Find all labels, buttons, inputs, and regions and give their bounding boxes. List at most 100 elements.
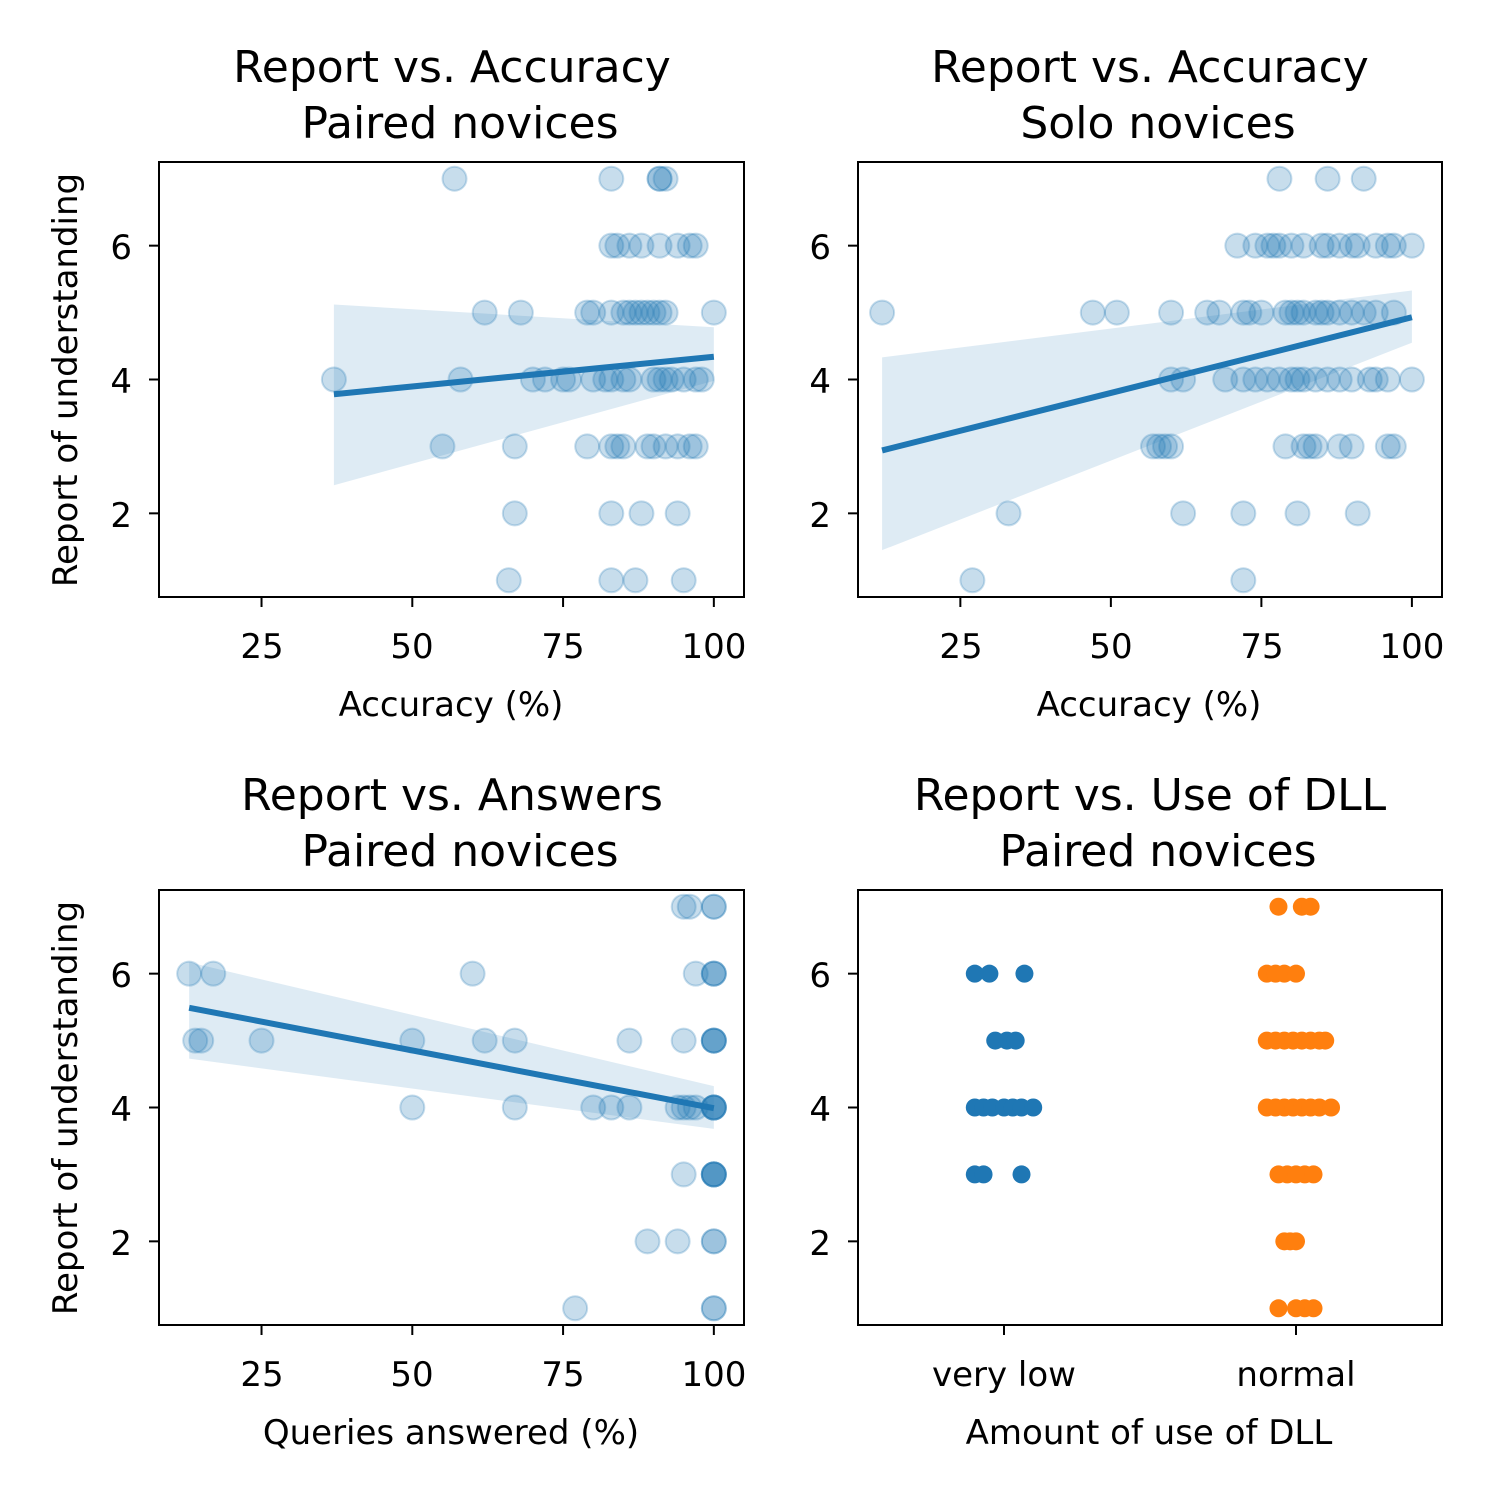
y-tick-label: 4 <box>110 1090 132 1130</box>
data-point <box>700 1161 727 1188</box>
data-point <box>700 893 727 920</box>
data-point <box>598 500 625 527</box>
panel-answers-paired: Report vs. Answers Paired novices 25 50 … <box>46 770 746 1453</box>
y-axis-label: Report of understanding <box>46 173 86 587</box>
data-point <box>1362 366 1389 393</box>
axes-frame <box>158 889 745 1326</box>
data-point <box>616 366 643 393</box>
data-point <box>700 960 727 987</box>
y-tick-label: 2 <box>110 1224 132 1264</box>
data-point <box>676 433 703 460</box>
data-point <box>320 366 347 393</box>
data-point <box>507 299 534 326</box>
data-point <box>646 366 673 393</box>
data-point <box>628 500 655 527</box>
data-point <box>598 567 625 594</box>
x-tick-label: 50 <box>1089 627 1132 667</box>
data-point <box>598 433 625 460</box>
x-tick-label: normal <box>1236 1355 1355 1395</box>
y-axis-label: Report of understanding <box>46 901 86 1315</box>
data-point <box>682 433 709 460</box>
data-point <box>1248 299 1275 326</box>
data-point <box>1398 366 1425 393</box>
data-point <box>652 165 679 192</box>
plot-area <box>149 165 727 607</box>
data-point <box>700 1027 727 1054</box>
data-point <box>1304 1165 1323 1184</box>
data-point <box>700 1161 727 1188</box>
data-point <box>604 232 631 259</box>
data-point <box>1302 366 1329 393</box>
data-point <box>1146 433 1173 460</box>
data-point <box>1284 366 1311 393</box>
data-point <box>616 232 643 259</box>
data-point <box>616 299 643 326</box>
data-point <box>658 366 685 393</box>
plot-area <box>848 165 1425 607</box>
x-tick-label: 75 <box>1240 627 1283 667</box>
data-point <box>1314 299 1341 326</box>
data-point <box>1254 232 1281 259</box>
data-point <box>598 232 625 259</box>
data-point <box>574 433 601 460</box>
data-point <box>646 299 673 326</box>
data-point <box>1012 1165 1031 1184</box>
x-tick-label: 100 <box>682 1355 747 1395</box>
data-point <box>580 1094 607 1121</box>
data-point <box>1326 232 1353 259</box>
data-point <box>1206 299 1233 326</box>
y-tick-label: 2 <box>809 496 831 536</box>
data-point <box>1152 433 1179 460</box>
data-point <box>700 299 727 326</box>
data-point <box>1278 366 1305 393</box>
data-point <box>670 893 697 920</box>
data-point <box>1140 433 1167 460</box>
data-point <box>670 366 697 393</box>
data-point <box>574 299 601 326</box>
data-point <box>459 960 486 987</box>
data-point <box>248 1027 275 1054</box>
plot-area <box>848 897 1341 1335</box>
y-tick-label: 6 <box>110 956 132 996</box>
data-point <box>1266 232 1293 259</box>
y-tick-label: 6 <box>809 956 831 996</box>
data-point <box>1260 232 1287 259</box>
x-axis-label: Accuracy (%) <box>339 685 564 725</box>
data-point <box>1194 299 1221 326</box>
data-point <box>622 299 649 326</box>
data-point <box>1344 232 1371 259</box>
data-point <box>1158 433 1185 460</box>
data-point <box>1316 1031 1335 1050</box>
y-tick-label: 2 <box>809 1224 831 1264</box>
data-point <box>501 1027 528 1054</box>
axes-frame <box>857 889 1443 1326</box>
data-point <box>471 299 498 326</box>
data-point <box>652 366 679 393</box>
data-point <box>634 1228 661 1255</box>
data-point <box>1287 964 1305 983</box>
data-point <box>616 1027 643 1054</box>
panel-dll-paired: Report vs. Use of DLL Paired novices ver… <box>809 770 1443 1453</box>
x-tick-label: 50 <box>390 1355 433 1395</box>
data-point <box>1380 232 1407 259</box>
data-point <box>1374 433 1401 460</box>
panel-title: Report vs. Accuracy <box>233 42 671 93</box>
data-point <box>634 433 661 460</box>
data-point <box>1242 232 1269 259</box>
panel-accuracy-solo: Report vs. Accuracy Solo novices 25 50 7… <box>809 42 1444 725</box>
x-tick-label: 25 <box>240 1355 283 1395</box>
data-point <box>598 165 625 192</box>
panel-accuracy-paired: Report vs. Accuracy Paired novices 25 50… <box>46 42 746 725</box>
regression-line <box>881 314 1413 454</box>
data-point <box>652 433 679 460</box>
data-point <box>399 1094 426 1121</box>
data-point <box>501 500 528 527</box>
data-point <box>640 433 667 460</box>
data-point <box>628 232 655 259</box>
data-point <box>700 960 727 987</box>
data-point <box>1314 232 1341 259</box>
data-point <box>682 232 709 259</box>
data-point <box>700 1027 727 1054</box>
data-point <box>1338 366 1365 393</box>
data-point <box>640 366 667 393</box>
